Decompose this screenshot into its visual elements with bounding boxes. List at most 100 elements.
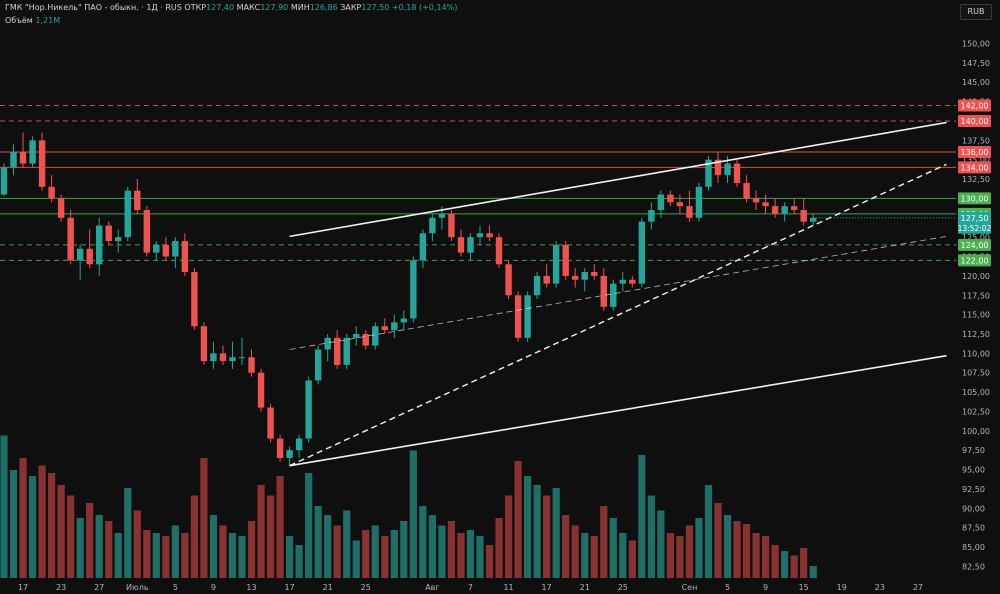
volume-bar	[800, 548, 808, 578]
volume-bar	[162, 536, 170, 578]
candle-body	[257, 372, 265, 408]
candle-body	[619, 279, 626, 284]
level-badge	[958, 254, 991, 267]
close-label: ЗАКР	[340, 3, 362, 12]
candle-body	[124, 190, 131, 238]
volume-bar	[609, 518, 617, 578]
candle-body	[0, 167, 8, 195]
candle-body	[629, 279, 636, 284]
volume-bar	[476, 536, 484, 578]
candle-body	[705, 159, 712, 187]
level-badge-text: 142,00	[961, 101, 989, 110]
candle-body	[543, 275, 550, 284]
time-tick: 21	[323, 583, 333, 592]
candle-body	[410, 260, 417, 319]
volume-bar	[552, 488, 560, 578]
volume-bar	[524, 476, 532, 578]
volume-bar	[457, 533, 465, 578]
level-badge	[958, 192, 991, 205]
volume-bar	[600, 506, 608, 578]
price-tick: 95,00	[962, 466, 985, 475]
candle-body	[514, 295, 522, 338]
candle-body	[648, 210, 655, 222]
currency-button[interactable]: RUB	[960, 4, 992, 20]
volume-bar	[343, 510, 351, 578]
candle-body	[324, 337, 331, 350]
candle-body	[552, 244, 560, 284]
candle-body	[610, 283, 617, 307]
candle-body	[248, 357, 255, 373]
volume-bar	[504, 495, 513, 578]
candle-body	[38, 140, 46, 187]
time-tick: Сен	[682, 583, 698, 592]
symbol-header: ГМК "Нор.Никель" ПАО - обыкн. · 1Д · RUS…	[5, 3, 457, 12]
candle-body	[343, 337, 350, 365]
volume-bar	[0, 435, 8, 578]
candle-body	[762, 202, 769, 207]
volume-value: 1,21M	[35, 16, 61, 25]
volume-bar	[28, 476, 37, 578]
close-value: 127,50	[361, 3, 390, 12]
price-tick: 82,50	[962, 562, 985, 571]
price-tick: 135,00	[962, 156, 990, 165]
price-tick: 147,50	[962, 59, 990, 68]
candle-body	[638, 221, 646, 284]
candle-body	[67, 217, 74, 261]
volume-bar	[647, 495, 655, 578]
low-value: 126,86	[309, 3, 338, 12]
volume-bar	[314, 506, 322, 578]
candle-body	[143, 210, 150, 253]
volume-bar	[181, 533, 189, 578]
volume-bar	[95, 515, 103, 578]
volume-bar	[685, 525, 694, 578]
time-tick: 23	[56, 583, 66, 592]
volume-bar	[152, 533, 160, 578]
candles	[0, 132, 817, 466]
candle-body	[372, 326, 379, 346]
candle-body	[733, 163, 741, 183]
volume-bar	[38, 465, 46, 578]
trendlines	[289, 121, 947, 467]
volume-bar	[247, 521, 256, 578]
candle-body	[286, 450, 293, 458]
candle-body	[334, 337, 341, 365]
candle-body	[572, 275, 579, 280]
volume-bar	[381, 536, 389, 578]
volume-bar	[105, 521, 113, 578]
candle-body	[400, 318, 408, 323]
candle-body	[210, 353, 217, 362]
candle-body	[686, 206, 693, 218]
volume-bar	[771, 545, 779, 578]
candle-body	[419, 233, 427, 261]
candle-body	[219, 353, 227, 362]
price-tick: 107,50	[962, 369, 990, 378]
candle-body	[10, 151, 17, 168]
price-tick: 97,50	[962, 446, 985, 455]
level-badge-text: 130,00	[961, 194, 989, 203]
level-badge	[958, 238, 991, 251]
volume-bar	[209, 515, 218, 578]
volume-bar	[571, 525, 579, 578]
price-tick: 137,50	[962, 136, 990, 145]
candle-body	[562, 244, 569, 276]
last-price-value: 127,50	[961, 214, 989, 223]
volume-bar	[447, 521, 456, 578]
volume-legend: Объём 1,21M	[5, 16, 60, 25]
candle-body	[362, 333, 369, 346]
trendline	[289, 121, 947, 238]
time-tick: 25	[618, 583, 628, 592]
volume-bar	[581, 533, 589, 578]
candle-body	[581, 272, 588, 280]
candle-body	[48, 186, 55, 199]
time-tick: 7	[468, 583, 473, 592]
candle-body	[429, 217, 436, 234]
open-label: ОТКР	[184, 3, 207, 12]
price-tick: 100,00	[962, 427, 990, 436]
candle-body	[267, 407, 274, 439]
candle-body	[314, 349, 322, 381]
volume-bar	[666, 533, 674, 578]
candle-body	[781, 206, 788, 214]
last-price-badge	[958, 211, 991, 234]
